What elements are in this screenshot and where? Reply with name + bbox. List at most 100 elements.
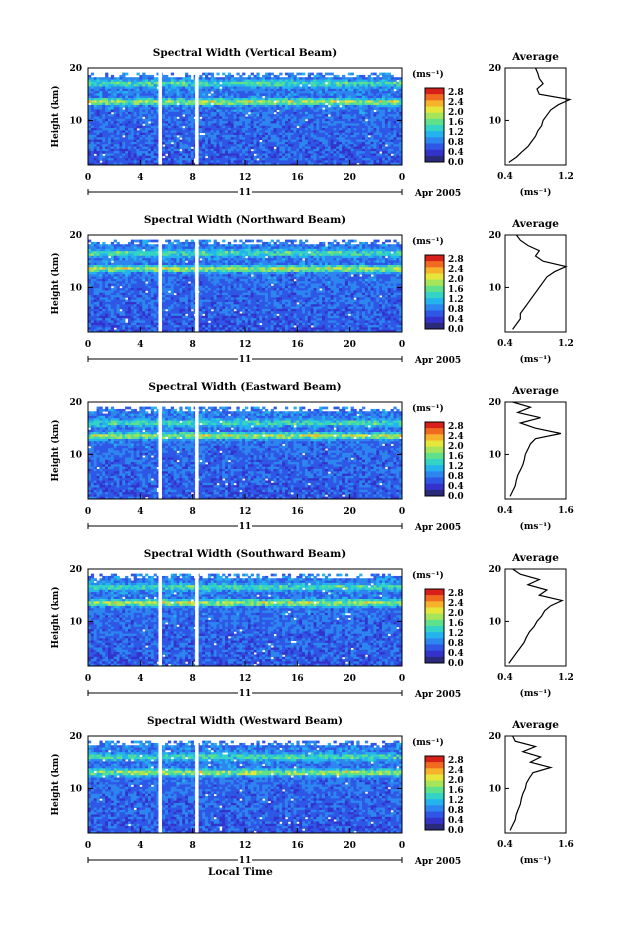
average-y-tick-label: 10	[488, 617, 501, 627]
colorbar-segment	[425, 483, 444, 491]
colorbar-tick-label: 0.8	[448, 806, 464, 816]
colorbar-segment	[425, 149, 444, 157]
x-tick-label: 20	[343, 173, 356, 183]
day-label-bg	[238, 187, 252, 197]
average-profile-line	[508, 568, 565, 664]
x-tick-label: 12	[239, 841, 252, 851]
colorbar-segment	[425, 310, 444, 317]
colorbar-tick-label: 0.0	[448, 492, 464, 502]
colorbar-tick-label: 2.4	[448, 98, 464, 108]
colorbar-tick-label: 0.8	[448, 639, 464, 649]
average-x-tick-label: 0.4	[497, 673, 513, 683]
colorbar-unit: (ms⁻¹)	[412, 403, 444, 414]
colorbar-segment	[425, 279, 444, 287]
chart-title: Spectral Width (Southward Beam)	[144, 548, 346, 560]
colorbar-segment	[425, 465, 444, 472]
y-tick-label: 10	[69, 617, 82, 627]
colorbar-tick-label: 0.8	[448, 305, 464, 315]
day-label-bg	[238, 688, 252, 698]
average-y-tick-label: 10	[488, 450, 501, 460]
colorbar-tick-label: 2.8	[448, 589, 464, 599]
x-axis-caption: Local Time	[208, 866, 273, 878]
colorbar-tick-label: 0.4	[448, 816, 464, 826]
chart-title: Spectral Width (Westward Beam)	[147, 715, 343, 727]
colorbar-tick-label: 2.0	[448, 275, 464, 285]
beam-chart: Spectral Width (Westward Beam) 10 20 Height…	[50, 715, 574, 867]
colorbar-tick-label: 0.0	[448, 158, 464, 168]
colorbar-segment	[425, 811, 444, 818]
average-unit: (ms⁻¹)	[520, 855, 552, 866]
colorbar-tick-label: 2.0	[448, 442, 464, 452]
colorbar-segment	[425, 780, 444, 788]
x-tick-label: 20	[343, 507, 356, 517]
average-profile-line	[509, 735, 554, 831]
colorbar-segment	[425, 774, 444, 781]
x-tick-label: 20	[343, 841, 356, 851]
colorbar-segment	[425, 422, 444, 429]
colorbar-frame	[424, 588, 445, 664]
data-gap	[195, 402, 199, 499]
colorbar-tick-label: 1.2	[448, 295, 464, 305]
heatmap-cells	[88, 740, 403, 834]
average-x-tick-label: 0.4	[497, 506, 513, 516]
day-label-bg	[238, 855, 252, 865]
x-tick-label: 16	[291, 340, 304, 350]
colorbar-segment	[425, 452, 444, 460]
colorbar-segment	[425, 292, 444, 299]
date-label: Apr 2005	[414, 857, 461, 867]
colorbar-segment	[425, 644, 444, 651]
x-tick-label: 12	[239, 674, 252, 684]
y-tick-label: 20	[69, 398, 82, 408]
colorbar-segment	[425, 823, 444, 831]
x-tick-label: 4	[137, 841, 143, 851]
average-frame	[504, 735, 567, 834]
colorbar-tick-label: 0.8	[448, 472, 464, 482]
y-tick-label: 10	[69, 116, 82, 126]
colorbar-segment	[425, 155, 444, 163]
colorbar-segment	[425, 638, 444, 645]
data-gap	[195, 569, 199, 666]
colorbar-tick-label: 0.0	[448, 826, 464, 836]
colorbar-tick-label: 2.4	[448, 432, 464, 442]
x-tick-label: 8	[190, 507, 196, 517]
colorbar-segment	[425, 613, 444, 621]
data-gap	[158, 235, 162, 332]
x-tick-label: 16	[291, 841, 304, 851]
average-profile-line	[509, 401, 562, 497]
data-gap	[158, 736, 162, 833]
colorbar-tick-label: 2.0	[448, 108, 464, 118]
average-unit: (ms⁻¹)	[520, 187, 552, 198]
x-tick-label: 16	[291, 674, 304, 684]
beam-chart: Spectral Width (Southward Beam) 10 20 Heigh…	[50, 548, 574, 700]
colorbar-segment	[425, 793, 444, 800]
colorbar-tick-label: 0.8	[448, 138, 464, 148]
y-tick-label: 20	[69, 732, 82, 742]
colorbar-segment	[425, 589, 444, 596]
average-frame	[504, 67, 567, 166]
average-title: Average	[511, 218, 559, 230]
x-tick-label: 0	[85, 340, 91, 350]
colorbar-tick-label: 1.2	[448, 629, 464, 639]
colorbar-segment	[425, 106, 444, 113]
colorbar-segment	[425, 650, 444, 658]
colorbar-segment	[425, 100, 444, 107]
average-x-tick-label: 0.4	[497, 840, 513, 850]
colorbar-tick-label: 0.4	[448, 148, 464, 158]
average-x-tick-label: 1.6	[558, 506, 574, 516]
day-label: 11	[239, 355, 252, 365]
colorbar-segment	[425, 489, 444, 497]
colorbar-segment	[425, 273, 444, 280]
colorbar-segment	[425, 440, 444, 447]
colorbar-tick-label: 0.4	[448, 482, 464, 492]
x-tick-label: 20	[343, 674, 356, 684]
colorbar-segment	[425, 304, 444, 311]
colorbar-segment	[425, 471, 444, 478]
average-title: Average	[511, 51, 559, 63]
beam-panel: Spectral Width (Vertical Beam) 10 20 Height…	[0, 40, 623, 206]
chart-title: Spectral Width (Vertical Beam)	[153, 47, 337, 59]
data-gap	[158, 68, 162, 165]
y-axis-label: Height (km)	[50, 85, 61, 147]
colorbar-tick-label: 2.8	[448, 255, 464, 265]
colorbar-segment	[425, 805, 444, 812]
colorbar-segment	[425, 434, 444, 441]
